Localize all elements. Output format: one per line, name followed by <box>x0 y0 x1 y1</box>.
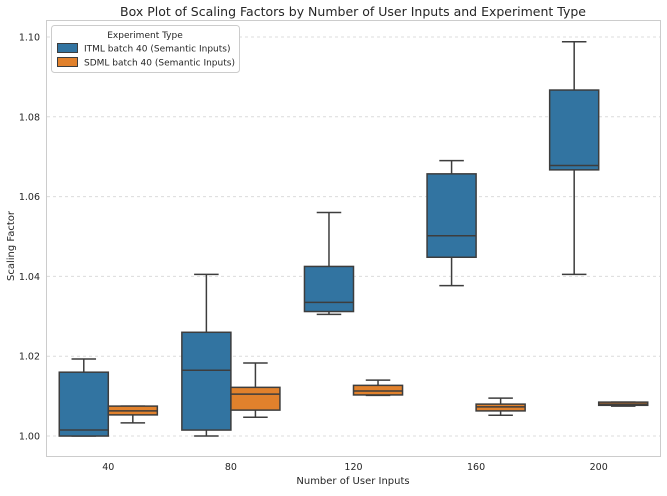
legend-swatch-itml <box>57 43 78 53</box>
y-tick-label: 1.00 <box>19 432 40 443</box>
box-group <box>548 41 600 276</box>
x-tick-label: 120 <box>344 462 362 473</box>
series-itml <box>58 41 600 437</box>
box-group <box>230 362 281 419</box>
y-tick-label: 1.08 <box>19 112 40 123</box>
y-tick-labels: 1.00 1.02 1.04 1.06 1.08 1.10 <box>19 32 40 442</box>
box-group <box>107 405 159 424</box>
y-tick-label: 1.06 <box>19 192 40 203</box>
box <box>230 386 281 411</box>
y-axis-label: Scaling Factor <box>6 210 17 281</box>
legend-label-sdml: SDML batch 40 (Semantic Inputs) <box>84 59 235 69</box>
y-tick-label: 1.10 <box>19 32 40 43</box>
plot-area <box>46 20 661 457</box>
x-tick-label: 40 <box>102 462 114 473</box>
x-tick-labels: 40 80 120 160 200 <box>102 462 608 473</box>
x-tick-label: 80 <box>225 462 237 473</box>
x-tick-label: 160 <box>467 462 485 473</box>
box-group <box>352 379 404 397</box>
box-group <box>303 211 355 316</box>
legend-label-itml: ITML batch 40 (Semantic Inputs) <box>84 45 230 55</box>
series-sdml <box>107 362 649 424</box>
legend: Experiment Type ITML batch 40 (Semantic … <box>51 25 240 73</box>
box-group <box>58 358 110 437</box>
chart-title: Box Plot of Scaling Factors by Number of… <box>120 4 586 19</box>
box <box>303 265 355 313</box>
y-tick-label: 1.04 <box>19 272 40 283</box>
box-series <box>58 41 649 437</box>
legend-swatch-sdml <box>57 57 78 67</box>
legend-frame <box>51 25 240 73</box>
box <box>548 89 600 171</box>
y-tick-label: 1.02 <box>19 352 40 363</box>
box-group <box>426 159 477 287</box>
x-tick-label: 200 <box>590 462 608 473</box>
box-group <box>475 397 526 417</box>
box <box>58 371 110 437</box>
legend-title: Experiment Type <box>107 31 183 41</box>
box <box>181 331 232 431</box>
box-group <box>597 401 649 407</box>
x-axis-label: Number of User Inputs <box>296 476 409 487</box>
box <box>352 384 404 396</box>
box-group <box>181 273 232 437</box>
box <box>426 173 477 259</box>
